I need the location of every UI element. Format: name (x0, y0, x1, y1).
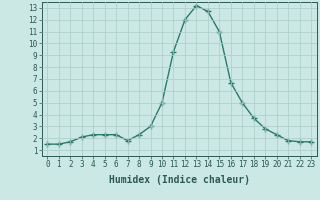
X-axis label: Humidex (Indice chaleur): Humidex (Indice chaleur) (109, 175, 250, 185)
